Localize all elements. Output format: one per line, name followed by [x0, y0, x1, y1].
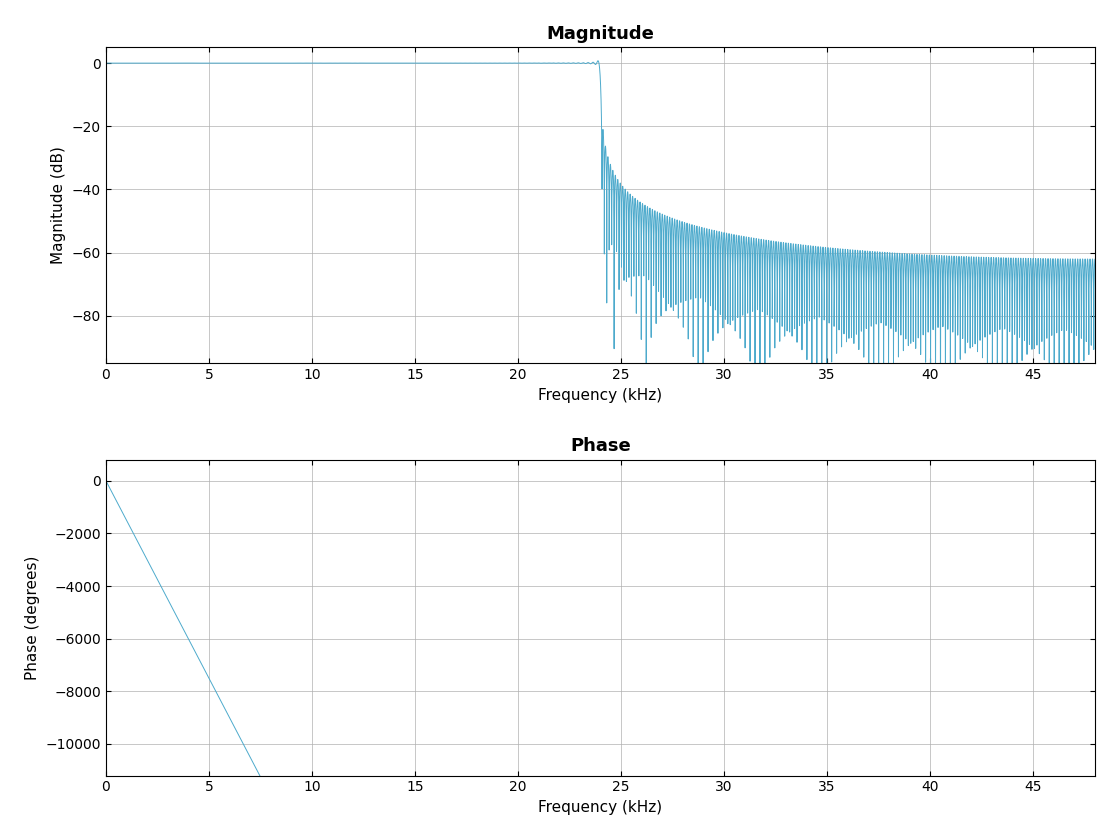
- Title: Phase: Phase: [570, 438, 631, 455]
- X-axis label: Frequency (kHz): Frequency (kHz): [539, 800, 663, 815]
- Y-axis label: Magnitude (dB): Magnitude (dB): [52, 146, 66, 265]
- Y-axis label: Phase (degrees): Phase (degrees): [25, 555, 40, 680]
- Title: Magnitude: Magnitude: [547, 25, 654, 43]
- X-axis label: Frequency (kHz): Frequency (kHz): [539, 387, 663, 402]
